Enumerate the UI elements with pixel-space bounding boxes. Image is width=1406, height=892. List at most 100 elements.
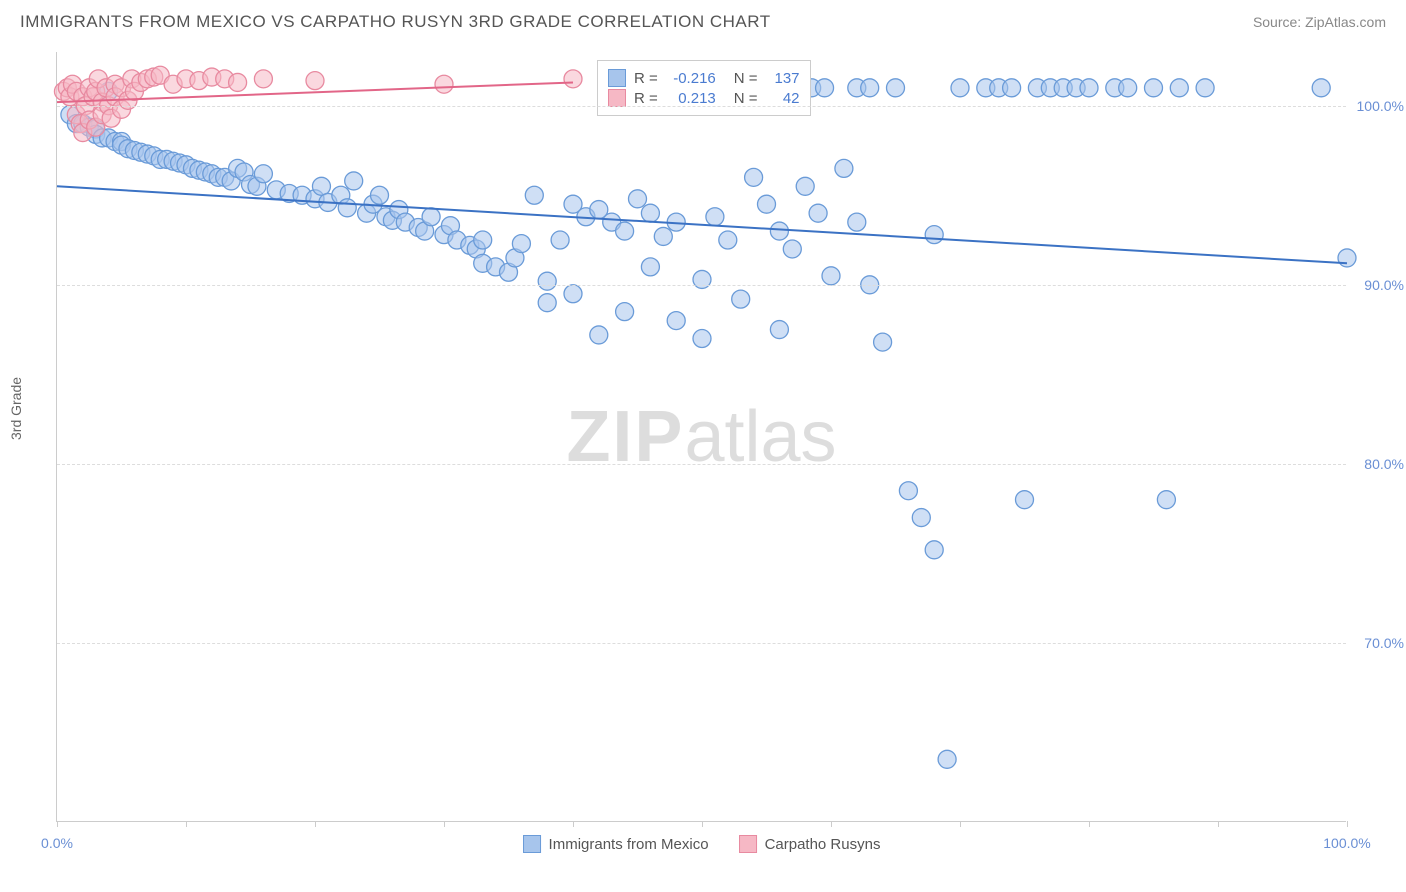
scatter-point: [783, 240, 801, 258]
scatter-point: [564, 285, 582, 303]
scatter-point: [925, 226, 943, 244]
gridline-h: [57, 106, 1346, 107]
scatter-point: [1145, 79, 1163, 97]
bottom-legend: Immigrants from Mexico Carpatho Rusyns: [523, 835, 881, 853]
scatter-point: [835, 159, 853, 177]
scatter-point: [1003, 79, 1021, 97]
scatter-point: [641, 204, 659, 222]
x-tick: [57, 821, 58, 827]
scatter-point: [951, 79, 969, 97]
title-bar: IMMIGRANTS FROM MEXICO VS CARPATHO RUSYN…: [20, 12, 1386, 32]
scatter-point: [254, 165, 272, 183]
scatter-point: [745, 168, 763, 186]
scatter-point: [1338, 249, 1356, 267]
gridline-h: [57, 464, 1346, 465]
scatter-point: [512, 235, 530, 253]
legend-item: Carpatho Rusyns: [739, 835, 881, 853]
scatter-point: [912, 509, 930, 527]
r-label: R =: [634, 70, 658, 87]
scatter-svg: [57, 52, 1346, 821]
scatter-point: [1080, 79, 1098, 97]
n-label: N =: [734, 70, 758, 87]
y-tick-label: 90.0%: [1364, 277, 1404, 293]
chart-plot-area: ZIPatlas R =-0.216N =137R =0.213N =42 Im…: [56, 52, 1346, 822]
scatter-point: [590, 326, 608, 344]
scatter-point: [616, 303, 634, 321]
scatter-point: [770, 222, 788, 240]
y-axis-label: 3rd Grade: [8, 377, 24, 440]
scatter-point: [474, 231, 492, 249]
scatter-point: [435, 75, 453, 93]
scatter-point: [887, 79, 905, 97]
scatter-point: [371, 186, 389, 204]
scatter-point: [338, 199, 356, 217]
r-value: -0.216: [666, 70, 716, 87]
scatter-point: [312, 177, 330, 195]
scatter-point: [538, 272, 556, 290]
scatter-point: [551, 231, 569, 249]
legend-label: Immigrants from Mexico: [549, 836, 709, 853]
scatter-point: [654, 227, 672, 245]
x-tick: [1218, 821, 1219, 827]
legend-swatch: [608, 89, 626, 107]
scatter-point: [345, 172, 363, 190]
x-tick: [315, 821, 316, 827]
n-value: 137: [766, 70, 800, 87]
scatter-point: [822, 267, 840, 285]
scatter-point: [667, 312, 685, 330]
scatter-point: [874, 333, 892, 351]
chart-title: IMMIGRANTS FROM MEXICO VS CARPATHO RUSYN…: [20, 12, 771, 32]
scatter-point: [693, 330, 711, 348]
scatter-point: [1170, 79, 1188, 97]
scatter-point: [758, 195, 776, 213]
n-label: N =: [734, 90, 758, 107]
scatter-point: [306, 72, 324, 90]
scatter-point: [1119, 79, 1137, 97]
scatter-point: [706, 208, 724, 226]
y-tick-label: 70.0%: [1364, 635, 1404, 651]
x-tick-label: 0.0%: [41, 835, 73, 851]
scatter-point: [809, 204, 827, 222]
scatter-point: [938, 750, 956, 768]
x-tick: [831, 821, 832, 827]
scatter-point: [616, 222, 634, 240]
scatter-point: [861, 79, 879, 97]
scatter-point: [899, 482, 917, 500]
scatter-point: [525, 186, 543, 204]
scatter-point: [796, 177, 814, 195]
scatter-point: [925, 541, 943, 559]
scatter-point: [719, 231, 737, 249]
scatter-point: [848, 213, 866, 231]
legend-label: Carpatho Rusyns: [765, 836, 881, 853]
x-tick: [186, 821, 187, 827]
x-tick-label: 100.0%: [1323, 835, 1370, 851]
gridline-h: [57, 285, 1346, 286]
x-tick: [1089, 821, 1090, 827]
scatter-point: [538, 294, 556, 312]
scatter-point: [1312, 79, 1330, 97]
r-label: R =: [634, 90, 658, 107]
legend-swatch: [608, 69, 626, 87]
stats-row: R = -0.216 N = 137: [608, 69, 800, 87]
stats-box: R = -0.216 N = 137 R = 0.213 N = 42: [597, 60, 811, 116]
scatter-point: [422, 208, 440, 226]
x-tick: [444, 821, 445, 827]
x-tick: [1347, 821, 1348, 827]
scatter-point: [1196, 79, 1214, 97]
gridline-h: [57, 643, 1346, 644]
scatter-point: [770, 321, 788, 339]
x-tick: [702, 821, 703, 827]
x-tick: [960, 821, 961, 827]
scatter-point: [1016, 491, 1034, 509]
legend-swatch: [739, 835, 757, 853]
y-tick-label: 80.0%: [1364, 456, 1404, 472]
scatter-point: [229, 73, 247, 91]
y-tick-label: 100.0%: [1357, 98, 1404, 114]
scatter-point: [254, 70, 272, 88]
r-value: 0.213: [666, 90, 716, 107]
scatter-point: [564, 70, 582, 88]
scatter-point: [1157, 491, 1175, 509]
stats-row: R = 0.213 N = 42: [608, 89, 800, 107]
n-value: 42: [766, 90, 800, 107]
x-tick: [573, 821, 574, 827]
